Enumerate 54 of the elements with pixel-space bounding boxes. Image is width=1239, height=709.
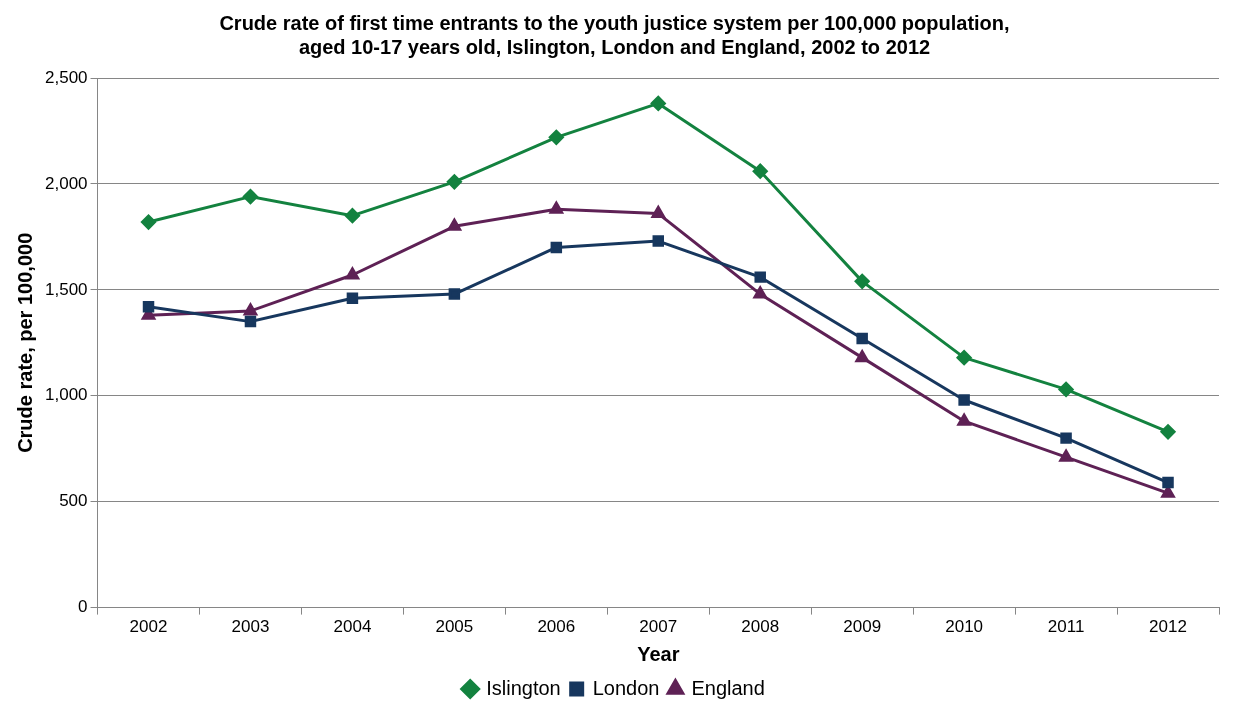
y-tick-label: 500 xyxy=(59,491,88,511)
x-axis-title: Year xyxy=(637,642,680,665)
point xyxy=(1059,449,1073,462)
point xyxy=(650,95,666,111)
y-tick-label: 2,500 xyxy=(44,67,88,87)
point xyxy=(854,273,870,289)
point xyxy=(344,208,360,224)
x-tick-label: 2006 xyxy=(537,617,576,637)
x-tick-label: 2008 xyxy=(741,617,780,637)
point xyxy=(1162,476,1174,489)
legend-label: Islington xyxy=(486,676,561,699)
y-axis-title: Crude rate, per 100,000 xyxy=(13,232,36,453)
point xyxy=(957,413,971,426)
point xyxy=(651,206,665,219)
point xyxy=(958,394,970,406)
legend-label: London xyxy=(592,676,660,699)
y-tick-label: 0 xyxy=(78,597,88,617)
x-tick-label: 2010 xyxy=(945,617,984,637)
point xyxy=(243,303,258,316)
x-tick-label: 2009 xyxy=(843,617,882,637)
point xyxy=(548,129,564,145)
y-tick-label: 2,000 xyxy=(44,173,88,193)
point xyxy=(1160,424,1176,440)
point xyxy=(856,332,868,345)
x-tick-label: 2002 xyxy=(129,617,168,637)
x-tick-label: 2011 xyxy=(1047,617,1085,637)
point xyxy=(242,189,258,205)
point xyxy=(345,267,360,280)
point xyxy=(855,350,869,363)
chart-title: Crude rate of first time entrants to the youth justice system per 100,000 population, aged 10-17 years old, Islington, London and England, 2002 to 2012 xyxy=(219,11,1010,58)
point xyxy=(956,350,972,366)
point xyxy=(448,288,461,300)
x-tick-label: 2003 xyxy=(231,617,270,637)
point xyxy=(549,201,564,214)
point xyxy=(550,241,563,254)
point xyxy=(753,286,767,299)
point xyxy=(446,174,462,190)
point xyxy=(244,315,257,328)
x-tick-label: 2004 xyxy=(333,617,372,637)
point xyxy=(652,235,665,247)
point xyxy=(754,271,766,283)
point xyxy=(1060,432,1072,444)
point xyxy=(142,301,155,313)
x-tick-label: 2007 xyxy=(639,617,678,637)
y-tick-label: 1,000 xyxy=(44,385,88,405)
point xyxy=(752,163,768,179)
point xyxy=(141,214,157,230)
point xyxy=(1058,381,1074,397)
point xyxy=(447,218,462,231)
y-tick-label: 1,500 xyxy=(44,279,88,299)
x-tick-label: 2012 xyxy=(1149,617,1187,637)
point xyxy=(346,292,359,305)
x-tick-label: 2005 xyxy=(435,617,474,637)
legend-label: England xyxy=(691,676,765,699)
